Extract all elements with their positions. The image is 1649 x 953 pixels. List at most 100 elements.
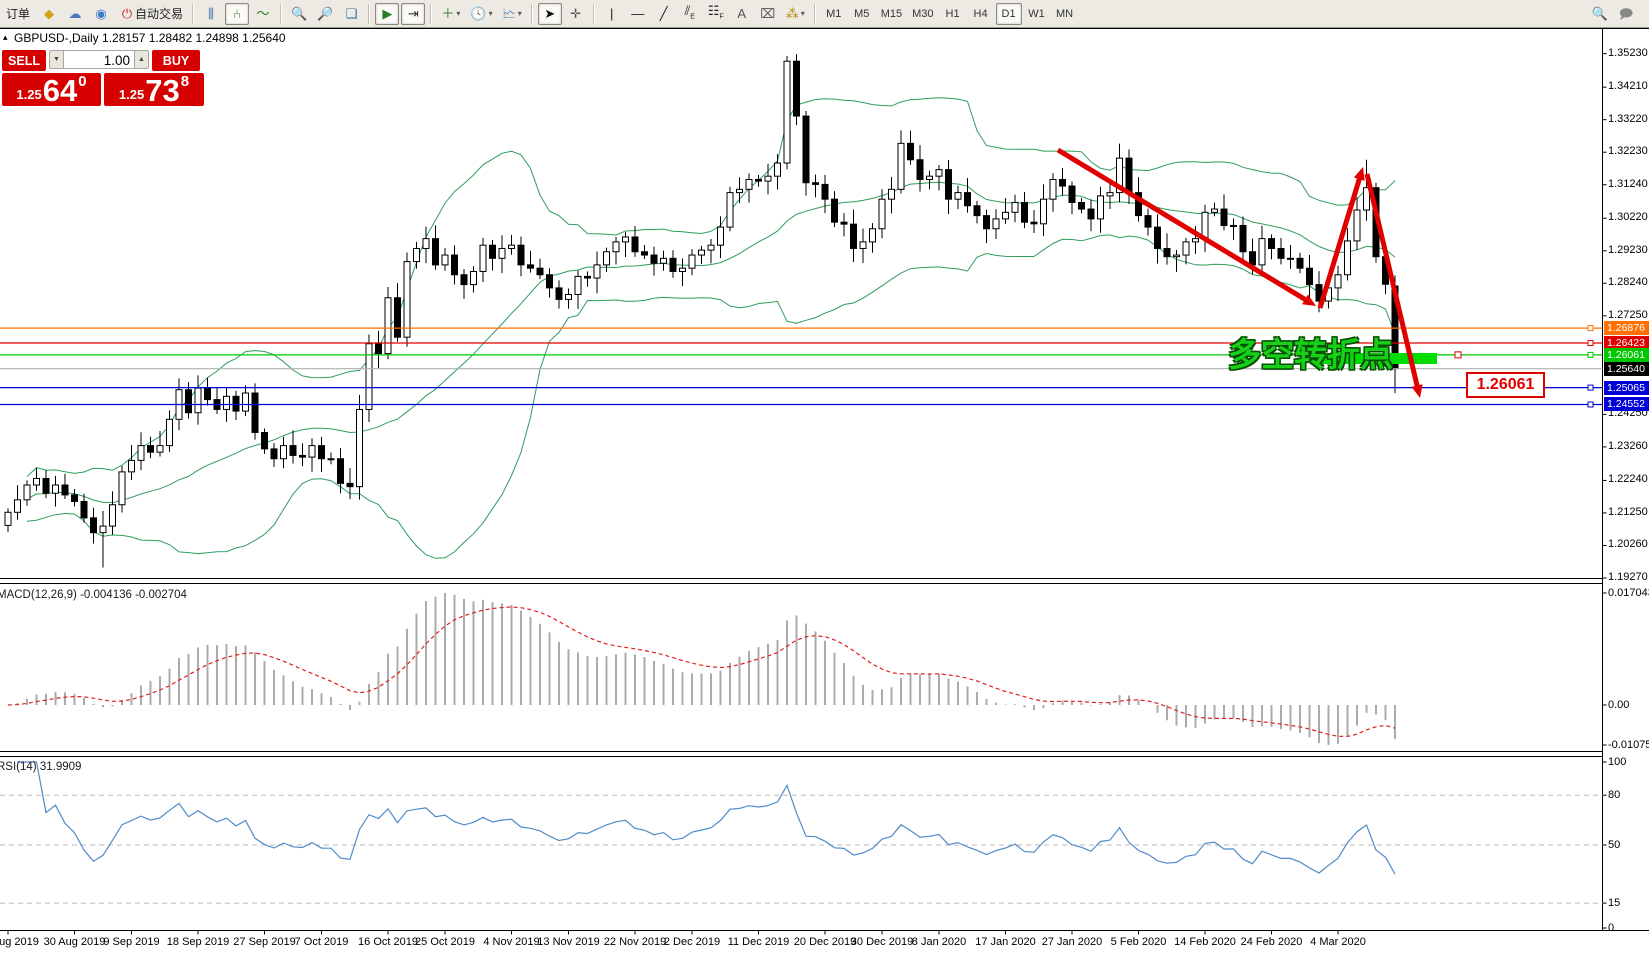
buy-price-pips: 73 [145,73,180,108]
price-axis-label: 1.29230 [1608,243,1648,256]
rsi-indicator [0,761,1603,904]
date-tick-label: 18 Sep 2019 [166,935,230,948]
price-axis-label: 1.27250 [1608,308,1648,321]
date-tick-label: 4 Nov 2019 [483,935,540,948]
date-tick-label: 14 Feb 2020 [1174,935,1236,948]
new-order-button[interactable]: 订单 [1,3,35,25]
date-tick-label: 22 Nov 2019 [603,935,667,948]
date-tick-label: 9 Sep 2019 [103,935,160,948]
price-axis-label: 1.35230 [1608,46,1648,59]
toolbar-separator [430,3,433,24]
timeframe-m5[interactable]: M5 [854,7,870,20]
chart-shift-icon[interactable]: ⇥ [401,2,426,25]
one-click-trading-panel: SELL ▼ 1.00 ▲ BUY 1.25 64 0 1.25 73 8 [2,50,206,106]
zoom-out-icon[interactable]: 🔎 [317,6,334,21]
price-tag: 1.25065 [1604,380,1649,395]
history-center-icon[interactable]: ◆ [44,5,54,21]
horizontal-line-icon[interactable]: — [631,6,645,21]
alerts-icon[interactable]: ◉ [95,5,107,21]
date-tick-label: 7 Oct 2019 [294,935,349,948]
trend-arrows[interactable] [1056,147,1423,398]
date-tick-label: 30 Dec 2019 [850,935,914,948]
timeframe-w1[interactable]: W1 [1028,7,1045,20]
highlight-bar[interactable] [1313,353,1437,364]
date-tick-label: 2 Dec 2019 [663,935,721,948]
chart-canvas[interactable] [0,28,1649,953]
timeframe-m15[interactable]: M15 [880,7,903,20]
publisher-icon[interactable]: ☁ [68,5,82,21]
buy-price-button[interactable]: 1.25 73 8 [104,73,204,106]
date-tick-label: 16 Oct 2019 [358,935,418,948]
turning-point-annotation[interactable]: 多空转折点 [1228,336,1393,373]
new-chart-icon[interactable]: ＋ ▾ [441,6,461,21]
volume-increase-button[interactable]: ▲ [134,50,149,69]
date-tick-label: 27 Jan 2020 [1041,935,1103,948]
axis-ticks [7,53,1607,935]
timeframe-d1[interactable]: D1 [995,2,1022,25]
sell-price-button[interactable]: 1.25 64 0 [2,73,101,106]
channel-icon[interactable]: ⫽E [684,2,695,21]
sell-price-pips: 64 [42,73,78,108]
macd-axis-label: 0.017043 [1608,587,1649,599]
price-axis-label: 1.33220 [1608,112,1648,125]
arrows-icon[interactable]: ⁂ ▾ [785,6,805,21]
chat-icon[interactable]: 🗩 [1618,6,1634,21]
buy-price-point: 8 [180,73,190,90]
sell-button[interactable]: SELL [2,50,46,71]
price-callout-label[interactable]: 1.26061 [1466,372,1545,398]
toolbar-separator [368,3,371,24]
rsi-label: RSI(14) 31.9909 [0,761,82,773]
sell-price-point: 0 [78,73,87,90]
timeframe-h1[interactable]: H1 [945,7,960,20]
timeframe-h4[interactable]: H4 [973,7,988,20]
buy-button[interactable]: BUY [152,50,200,71]
search-icon[interactable]: 🔍 [1591,6,1608,21]
price-tag: 1.24552 [1604,397,1649,412]
date-tick-label: 13 Nov 2019 [537,935,600,948]
autotrading-button[interactable]: ⏻ 自动交易 [115,3,187,25]
date-tick-label: 17 Jan 2020 [975,935,1036,948]
toolbar-separator [280,3,283,24]
line-chart-icon[interactable]: 〜 [256,6,270,21]
text-icon[interactable]: A [737,6,747,21]
toolbar-separator [592,3,595,24]
chart-title: GBPUSD-,Daily 1.28157 1.28482 1.24898 1.… [14,31,286,45]
zoom-in-icon[interactable]: 🔍 [291,6,308,21]
timeframe-m1[interactable]: M1 [826,7,842,20]
templates-icon[interactable]: 🗠 ▾ [502,6,522,21]
timeframe-mn[interactable]: MN [1055,7,1074,20]
horizontal-lines[interactable] [0,325,1603,408]
vertical-line-icon[interactable]: | [610,6,614,21]
price-axis-label: 1.34210 [1608,80,1648,93]
candlestick-chart-icon[interactable]: ⑃ [225,2,250,25]
price-axis-label: 1.19270 [1608,571,1648,583]
auto-scroll-icon[interactable]: ▶ [375,2,400,25]
rsi-axis-label: 100 [1608,756,1627,768]
volume-decrease-button[interactable]: ▼ [49,50,64,69]
bar-chart-icon[interactable]: ⫼ [208,6,214,21]
trendline-icon[interactable]: ╱ [659,6,668,21]
price-axis-label: 1.30220 [1608,211,1648,224]
crosshair-icon[interactable]: ✛ [570,6,582,21]
rsi-axis-label: 0 [1608,922,1615,934]
fibonacci-icon[interactable]: ☷F [707,2,724,21]
candles-series [4,54,1399,568]
chart-window[interactable]: ▴ GBPUSD-,Daily 1.28157 1.28482 1.24898 … [0,28,1649,951]
price-axis-label: 1.22240 [1608,473,1648,486]
macd-indicator [7,593,1396,745]
timeframe-group: M1 M5 M15 M30 H1 H4 D1 W1 MN [820,0,1079,27]
price-tag: 1.26876 [1604,321,1649,336]
tile-windows-icon[interactable]: ❏ [345,6,358,21]
date-tick-label: 24 Feb 2020 [1240,935,1303,948]
timeframe-m30[interactable]: M30 [912,7,934,20]
text-label-icon[interactable]: ⌧ [760,6,776,21]
sell-price-base: 1.25 [16,87,42,102]
date-tick-label: 20 Dec 2019 [793,935,857,948]
rsi-axis-label: 80 [1608,789,1621,802]
price-axis-label: 1.23260 [1608,439,1648,452]
volume-input[interactable]: 1.00 [64,50,134,69]
periods-icon[interactable]: 🕓 ▾ [470,6,493,21]
cursor-icon[interactable]: ➤ [537,2,562,25]
